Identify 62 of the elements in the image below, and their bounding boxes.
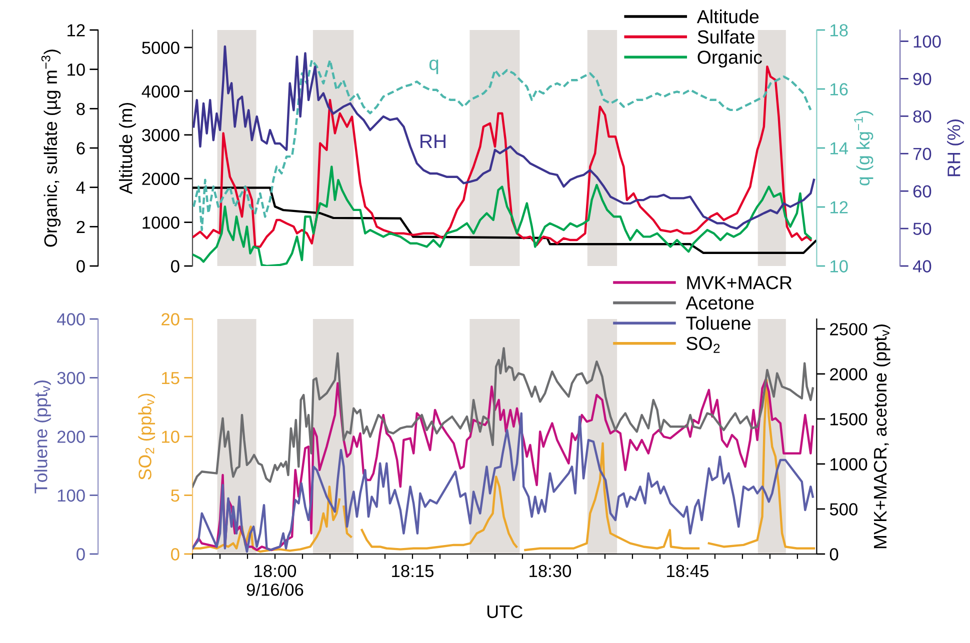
- y3-tick-label: 200: [57, 430, 85, 443]
- y3-tick-label: 12: [68, 24, 85, 36]
- y3-tick-label: 2: [76, 220, 85, 233]
- y3-tick-label: 100: [58, 489, 85, 502]
- legend-label: Altitude: [696, 10, 759, 24]
- legend-label: Acetone: [686, 296, 754, 310]
- y-tick-label: 0: [171, 260, 180, 272]
- x-tick-label: 18:45: [667, 564, 708, 578]
- annotation: q: [429, 60, 438, 74]
- legend-label: Organic: [698, 50, 762, 68]
- y2-tick-label: 100: [914, 35, 941, 48]
- y2-tick-label: 500: [830, 503, 858, 516]
- y3-tick-label: 8: [76, 102, 85, 116]
- y-axis-title: q (g kg$^{−1}$): [854, 111, 874, 186]
- y3-axis-title: Organic, sulfate (µg m$^{−3}$): [41, 50, 61, 247]
- y3-tick-label: 10: [68, 64, 85, 76]
- y-tick-label: 5: [171, 490, 180, 502]
- y3-tick-label: 400: [56, 313, 85, 326]
- annotation: RH: [420, 134, 446, 148]
- y-axis-title: Altitude (m): [118, 102, 136, 194]
- y-tick-label: 10: [162, 430, 180, 443]
- y2-tick-label: 2500: [830, 323, 868, 336]
- y2-axis-title: RH (%): [947, 120, 964, 176]
- y3-tick-label: 0: [76, 548, 85, 560]
- y3-tick-label: 6: [76, 142, 85, 154]
- y-tick-label: 16: [830, 83, 848, 96]
- y2-tick-label: 50: [913, 222, 932, 235]
- y-tick-label: 4000: [142, 85, 180, 98]
- x-tick-label: 18:30: [530, 564, 572, 578]
- line-series: [192, 186, 817, 254]
- y-tick-label: 0: [171, 548, 180, 560]
- legend-label: MVK+MACR: [687, 276, 792, 290]
- line-series: [192, 166, 812, 266]
- y-tick-label: 3000: [142, 129, 180, 142]
- y2-tick-label: 60: [913, 185, 932, 198]
- y-tick-label: 5000: [142, 42, 180, 54]
- y3-axis-title: Toluene (ppt$_{v}$): [34, 380, 51, 494]
- y2-tick-label: 80: [913, 110, 932, 123]
- y2-tick-label: 1500: [830, 413, 868, 426]
- x-axis-title: UTC: [487, 605, 522, 618]
- y2-tick-label: 40: [912, 260, 932, 272]
- legend-label: SO$_{2}$: [686, 336, 720, 353]
- y-tick-label: 15: [162, 372, 180, 384]
- y-axis-title: SO$_{2}$ (ppb$_{v}$): [138, 394, 155, 480]
- y-tick-label: 14: [830, 142, 848, 154]
- y-tick-label: 10: [830, 260, 848, 272]
- y2-tick-label: 90: [913, 72, 932, 86]
- y-tick-label: 1000: [142, 216, 180, 229]
- y-tick-label: 18: [830, 24, 848, 36]
- y2-axis-title: MVK+MACR, acetone (ppt$_{v}$): [873, 324, 890, 548]
- legend-label: Sulfate: [698, 30, 754, 44]
- line-series: [192, 412, 814, 553]
- y-tick-label: 2000: [142, 172, 180, 186]
- y3-tick-label: 0: [76, 260, 85, 272]
- y3-tick-label: 300: [57, 372, 85, 384]
- legend-label: Toluene: [686, 316, 751, 330]
- y2-tick-label: 70: [913, 148, 932, 160]
- x-tick-label: 18:00 9/16/06: [246, 564, 304, 596]
- y-tick-label: 12: [830, 201, 848, 214]
- y3-tick-label: 4: [76, 182, 86, 194]
- y-tick-label: 20: [162, 313, 180, 326]
- x-tick-label: 18:15: [392, 564, 434, 578]
